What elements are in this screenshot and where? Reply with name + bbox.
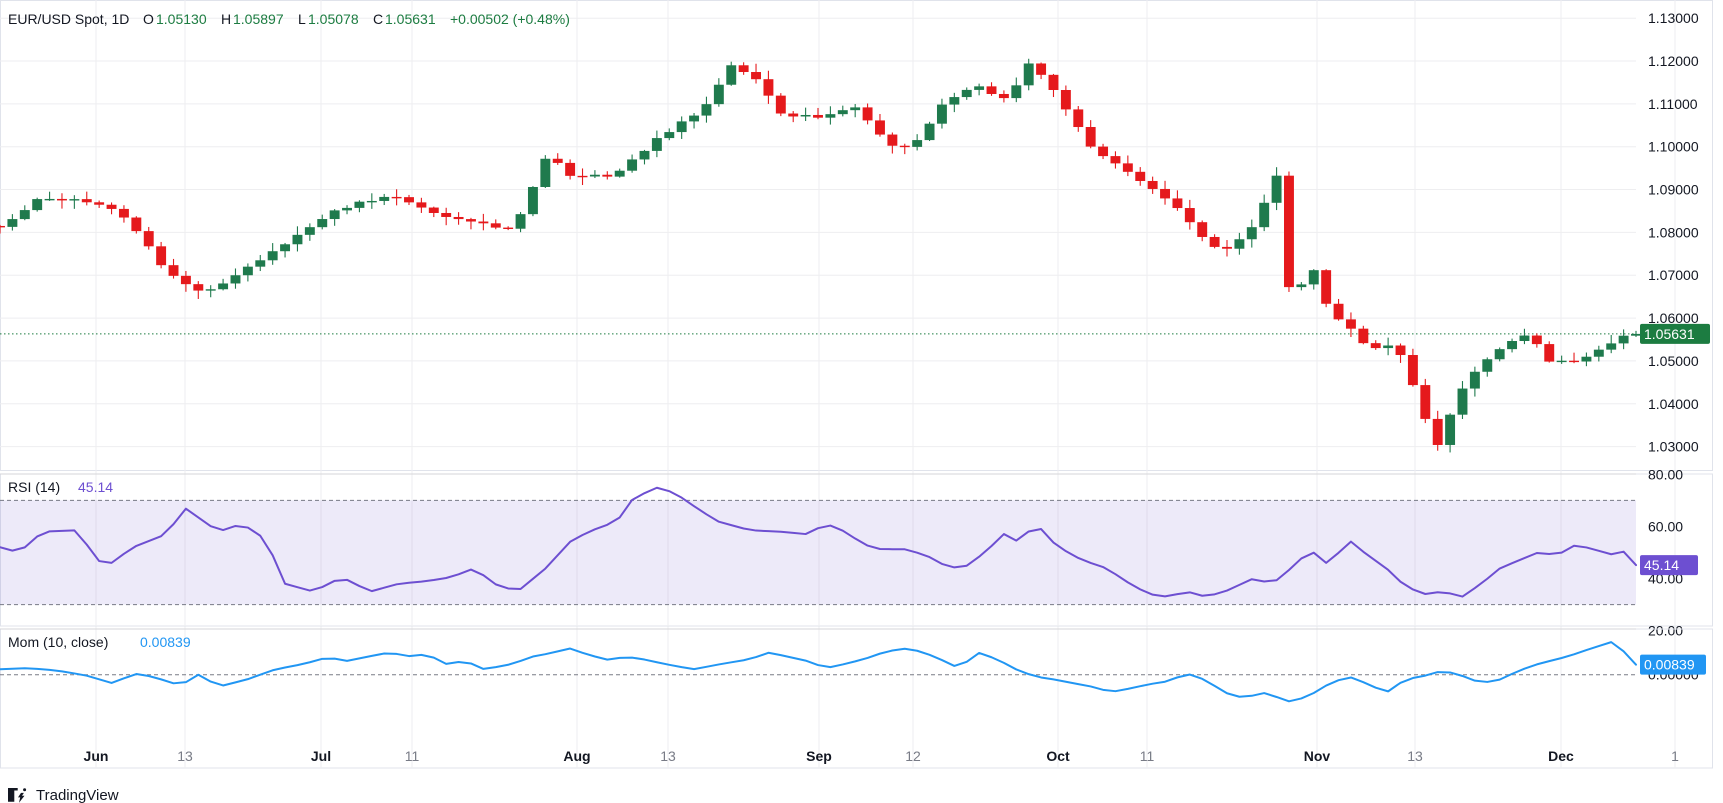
svg-text:0.00839: 0.00839 — [140, 634, 191, 650]
svg-text:1.10000: 1.10000 — [1648, 139, 1699, 155]
svg-text:45.14: 45.14 — [78, 479, 113, 495]
svg-text:1.05078: 1.05078 — [308, 11, 359, 27]
svg-text:1.05130: 1.05130 — [156, 11, 207, 27]
svg-text:13: 13 — [660, 748, 676, 764]
svg-text:1.13000: 1.13000 — [1648, 10, 1699, 26]
svg-text:60.00: 60.00 — [1648, 518, 1683, 534]
svg-text:45.14: 45.14 — [1644, 557, 1679, 573]
svg-text:1.08000: 1.08000 — [1648, 224, 1699, 240]
svg-text:Jul: Jul — [311, 748, 331, 764]
svg-text:13: 13 — [1407, 748, 1423, 764]
svg-text:Mom (10, close): Mom (10, close) — [8, 634, 108, 650]
svg-text:1.05897: 1.05897 — [233, 11, 284, 27]
svg-text:EUR/USD Spot, 1D: EUR/USD Spot, 1D — [8, 11, 129, 27]
svg-text:20.00: 20.00 — [1648, 623, 1683, 639]
svg-text:Oct: Oct — [1046, 748, 1070, 764]
svg-text:11: 11 — [1140, 748, 1155, 764]
svg-text:Dec: Dec — [1548, 748, 1574, 764]
svg-text:1.05631: 1.05631 — [1644, 326, 1695, 342]
svg-text:1.06000: 1.06000 — [1648, 310, 1699, 326]
svg-text:80.00: 80.00 — [1648, 466, 1683, 482]
svg-text:L: L — [298, 11, 306, 27]
svg-text:H: H — [221, 11, 231, 27]
svg-text:1.03000: 1.03000 — [1648, 439, 1699, 455]
svg-text:12: 12 — [905, 748, 921, 764]
svg-text:1.05000: 1.05000 — [1648, 353, 1699, 369]
svg-text:1.09000: 1.09000 — [1648, 182, 1699, 198]
svg-text:1.12000: 1.12000 — [1648, 53, 1699, 69]
svg-text:Sep: Sep — [806, 748, 832, 764]
svg-text:Jun: Jun — [84, 748, 109, 764]
svg-text:1.07000: 1.07000 — [1648, 267, 1699, 283]
svg-text:+0.00502 (+0.48%): +0.00502 (+0.48%) — [450, 11, 570, 27]
svg-text:13: 13 — [177, 748, 193, 764]
svg-text:1.05631: 1.05631 — [385, 11, 436, 27]
svg-text:O: O — [143, 11, 154, 27]
svg-text:RSI (14): RSI (14) — [8, 479, 60, 495]
svg-text:0.00839: 0.00839 — [1644, 657, 1695, 673]
svg-text:11: 11 — [405, 748, 420, 764]
svg-text:1.11000: 1.11000 — [1648, 96, 1698, 112]
svg-text:1: 1 — [1671, 748, 1679, 764]
svg-text:Aug: Aug — [563, 748, 590, 764]
svg-text:Nov: Nov — [1304, 748, 1331, 764]
svg-text:1.04000: 1.04000 — [1648, 396, 1699, 412]
svg-text:C: C — [373, 11, 383, 27]
